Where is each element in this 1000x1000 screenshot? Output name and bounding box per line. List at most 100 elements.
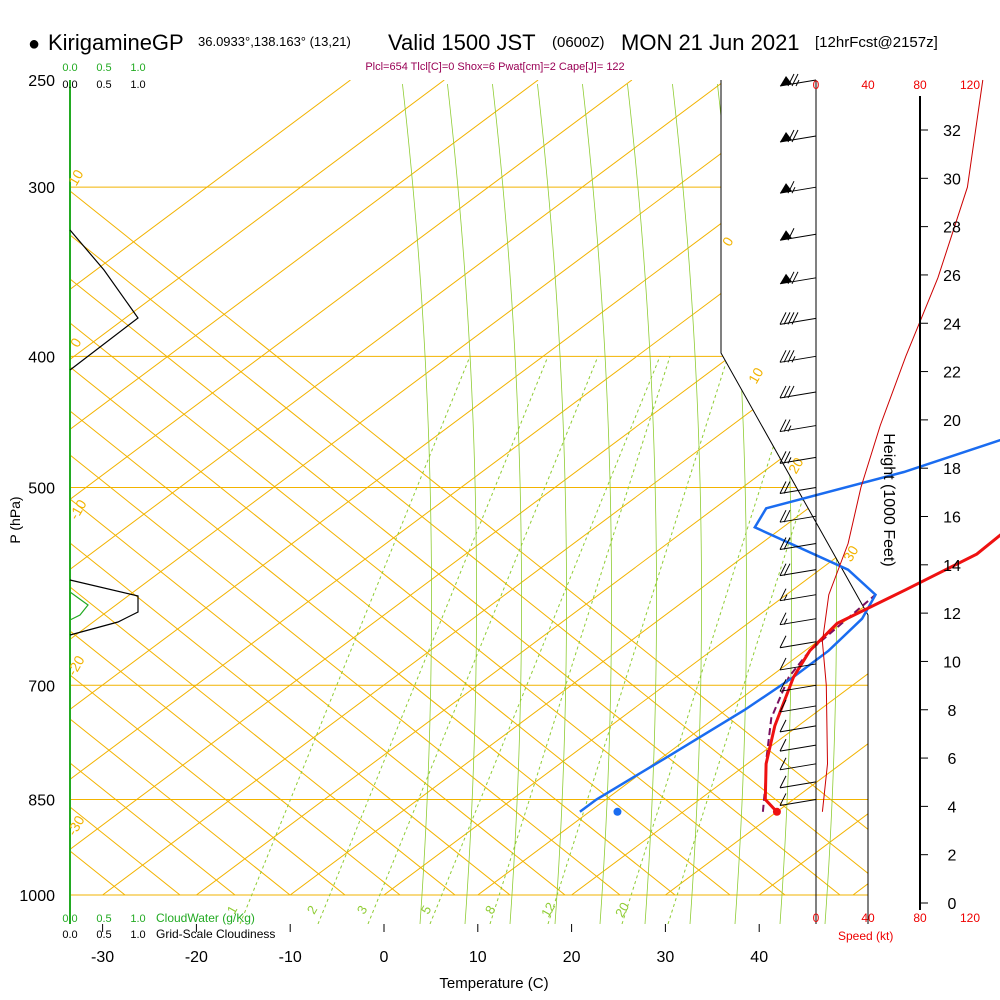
wind-barb — [779, 419, 817, 433]
mixing-ratio-label: 2 — [304, 903, 321, 917]
cloud-label-1-black: 1.0 — [130, 79, 145, 91]
isotherm-label: 10 — [65, 167, 87, 189]
y-axis-title: P (hPa) — [7, 496, 23, 543]
wind-barb — [779, 793, 817, 806]
dry-adiabat-line — [70, 498, 566, 896]
speed-top-40: 40 — [861, 78, 875, 92]
isotherm-label: -30 — [64, 813, 88, 839]
dewpoint-line — [579, 438, 1000, 813]
bottom-label-1-green: 1.0 — [130, 913, 145, 925]
isotherm-line — [571, 673, 868, 896]
height-tick-label: 24 — [943, 316, 961, 333]
bottom-label-0-green: 0.0 — [62, 913, 77, 925]
height-tick-label: 0 — [948, 896, 957, 913]
height-axis-title: Height (1000 Feet) — [880, 433, 897, 566]
speed-bottom-120: 120 — [960, 911, 980, 925]
isotherm-label: -20 — [64, 653, 88, 679]
wind-barb — [779, 719, 817, 733]
height-tick-label: 2 — [948, 848, 957, 865]
pressure-tick-label: 500 — [28, 481, 55, 498]
height-tick-label: 6 — [948, 751, 957, 768]
mixing-ratio-line — [317, 356, 549, 924]
wind-barb — [779, 509, 817, 523]
speed-bottom-0: 0 — [813, 911, 820, 925]
isotherm-line — [383, 533, 868, 896]
parcel-trace-line — [761, 593, 877, 812]
wind-barb — [779, 271, 817, 285]
speed-axis-label: Speed (kt) — [838, 929, 893, 943]
isotherm-line — [477, 603, 868, 896]
temperature-line — [763, 533, 1000, 813]
isotherm-line — [852, 883, 868, 896]
wind-barb — [779, 481, 817, 494]
wind-barb — [779, 612, 817, 626]
height-tick-label: 28 — [943, 220, 961, 237]
wind-barb — [779, 657, 817, 671]
pressure-tick-label: 300 — [28, 180, 55, 197]
mixing-ratio-line — [429, 356, 661, 924]
pressure-tick-label: 400 — [28, 349, 55, 366]
adiabat-lines — [70, 190, 868, 896]
cloudiness-profile-lower — [69, 579, 139, 636]
height-tick-label: 10 — [943, 654, 961, 671]
wind-barb — [779, 129, 817, 143]
wind-barb — [779, 451, 817, 464]
dry-adiabat-line — [70, 718, 291, 896]
mixing-ratio-label: 20 — [612, 900, 632, 920]
height-tick-label: 16 — [943, 510, 961, 527]
wind-barb — [779, 350, 817, 363]
valid-time: Valid 1500 JST — [388, 30, 536, 55]
wind-barb — [779, 588, 817, 602]
cloudiness-label: Grid-Scale Cloudiness — [156, 927, 275, 941]
dry-adiabat-line — [70, 410, 676, 896]
height-tick-label: 14 — [943, 558, 961, 575]
wind-barb — [779, 635, 817, 649]
wind-speed-profile — [821, 79, 984, 812]
mixing-ratio-label: 12 — [538, 900, 558, 920]
mixing-ratio-line — [239, 356, 471, 924]
moist-adiabat-line — [492, 83, 522, 924]
speed-top-120: 120 — [960, 78, 980, 92]
cloud-label-1-green: 1.0 — [130, 62, 145, 74]
wind-barb — [779, 738, 817, 752]
height-tick-label: 20 — [943, 413, 961, 430]
station-coords: 36.0933°,138.163° (13,21) — [198, 34, 351, 49]
cloud-water-label: CloudWater (g/Kg) — [156, 911, 255, 925]
isobar-lines — [70, 186, 868, 896]
surface-dewpoint-dot — [613, 807, 622, 816]
x-tick-label: 20 — [563, 949, 581, 966]
cloudiness-profile-upper — [69, 229, 139, 371]
x-tick-label: -30 — [91, 949, 114, 966]
speed-top-80: 80 — [913, 78, 927, 92]
dry-adiabat-line — [70, 586, 456, 896]
forecast-run: [12hrFcst@2157z] — [815, 34, 938, 51]
x-tick-label: 40 — [750, 949, 768, 966]
wind-barb — [779, 73, 817, 87]
isotherm-line — [665, 743, 868, 896]
moist-adiabat-line — [447, 83, 477, 924]
cloud-label-0-black: 0.0 — [62, 79, 77, 91]
bottom-label-1-black: 1.0 — [130, 929, 145, 941]
temperature-axis: -30 -20 -10 0 10 20 30 40 — [91, 924, 768, 966]
x-tick-label: 0 — [380, 949, 389, 966]
height-tick-label: 30 — [943, 171, 961, 188]
dry-adiabat-line — [70, 542, 511, 896]
station-name: KirigamineGP — [48, 30, 184, 55]
speed-top-0: 0 — [813, 78, 820, 92]
cloud-water-profile — [69, 591, 89, 621]
wind-barb — [779, 228, 817, 241]
moist-adiabat-line — [897, 84, 926, 924]
isotherm-label: 10 — [745, 365, 767, 387]
dry-adiabat-line — [70, 322, 786, 896]
wind-barb — [779, 385, 817, 399]
indices-text: Plcl=654 Tlcl[C]=0 Shox=6 Pwat[cm]=2 Cap… — [365, 61, 624, 73]
pressure-tick-label: 250 — [28, 73, 55, 90]
x-tick-label: -20 — [185, 949, 208, 966]
isotherm-line — [70, 80, 351, 290]
dry-adiabat-line — [70, 278, 841, 896]
mixing-ratio-label: 3 — [354, 903, 371, 917]
bottom-label-05-black: 0.5 — [96, 929, 111, 941]
wind-barb — [779, 699, 817, 713]
